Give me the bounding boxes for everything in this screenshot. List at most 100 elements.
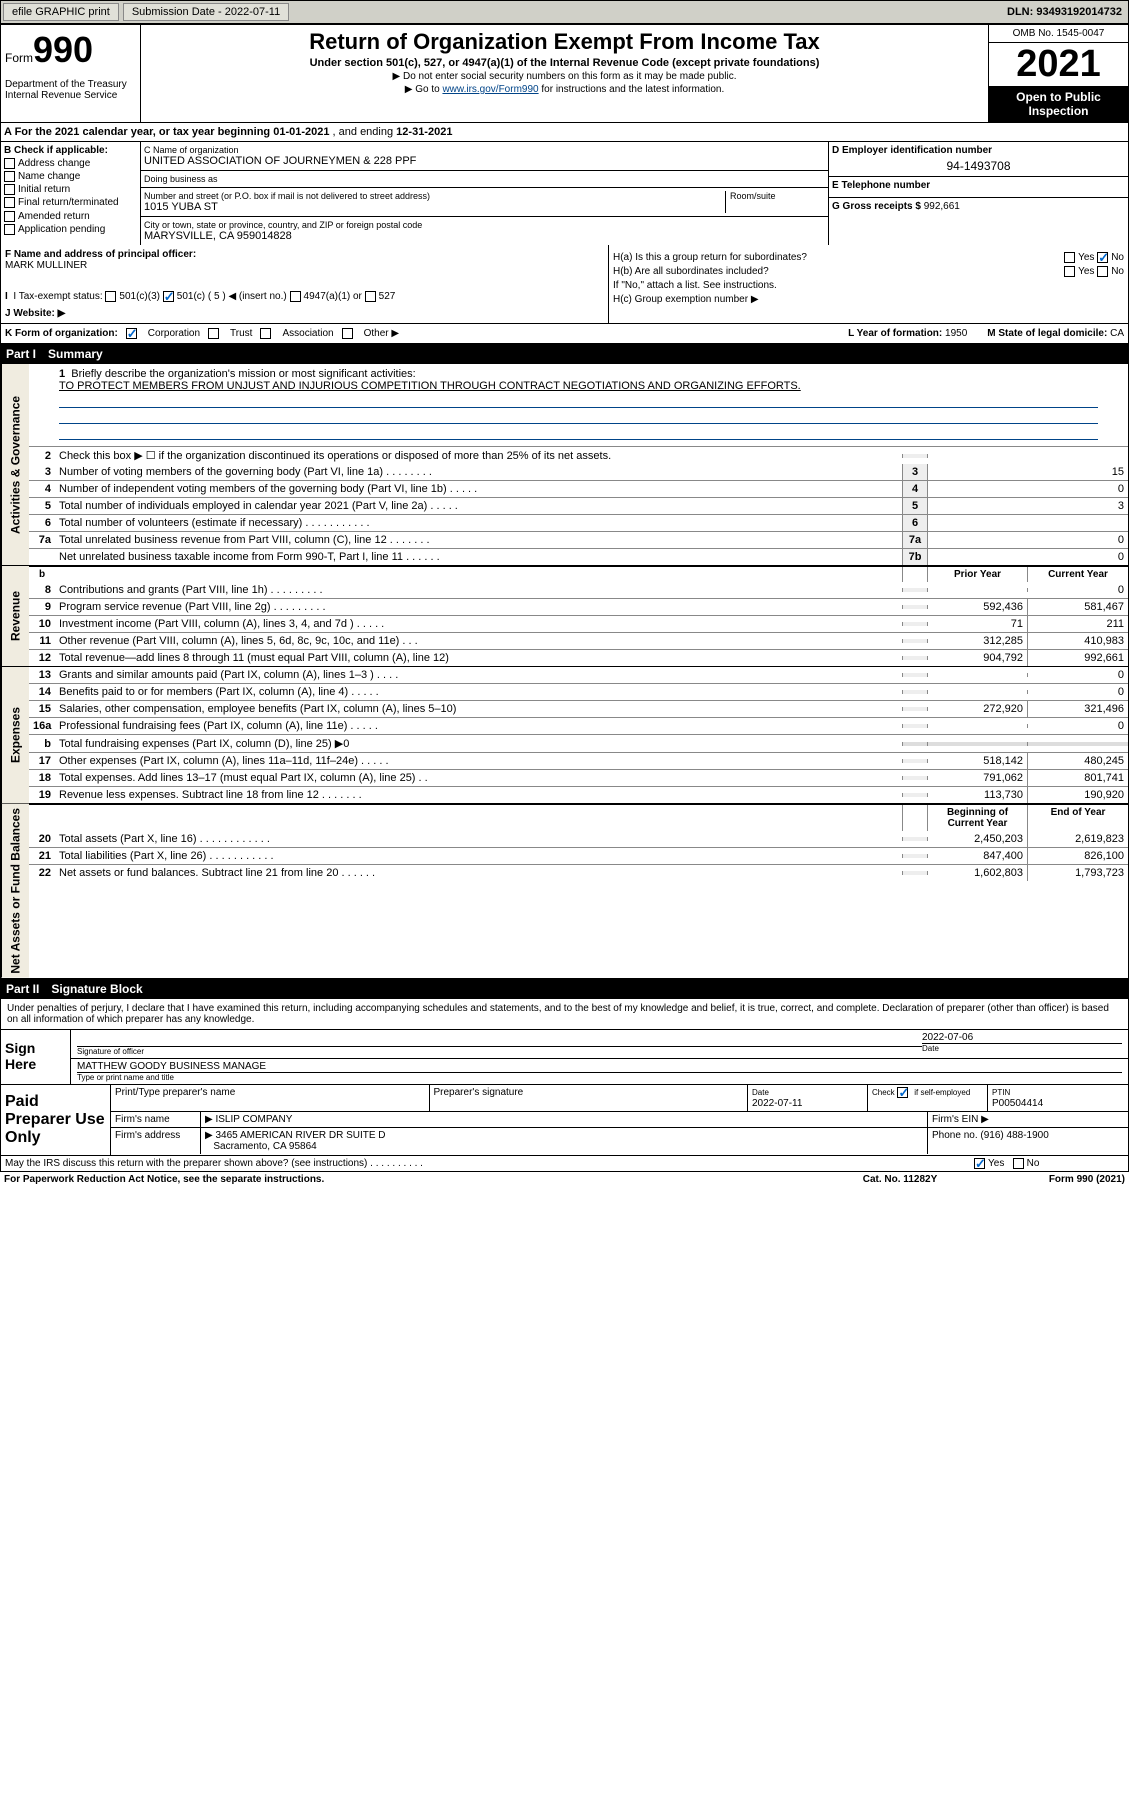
k-trust[interactable] bbox=[208, 328, 219, 339]
vtab-revenue: Revenue bbox=[1, 566, 29, 666]
row-klm: K Form of organization: Corporation Trus… bbox=[0, 324, 1129, 344]
open-to-public: Open to Public Inspection bbox=[989, 86, 1128, 122]
block-bcde: B Check if applicable: Address change Na… bbox=[0, 142, 1129, 245]
chk-final-return[interactable]: Final return/terminated bbox=[4, 197, 137, 208]
col-header: b Prior Year Current Year bbox=[29, 566, 1128, 582]
form-header: Form990 Department of the Treasury Inter… bbox=[0, 24, 1129, 123]
sig-name-lbl: Type or print name and title bbox=[77, 1072, 1122, 1082]
line-9: 9Program service revenue (Part VIII, lin… bbox=[29, 598, 1128, 615]
irs-link[interactable]: www.irs.gov/Form990 bbox=[442, 84, 538, 95]
ha-yes[interactable] bbox=[1064, 252, 1075, 263]
sign-here: Sign Here Signature of officer 2022-07-0… bbox=[0, 1030, 1129, 1085]
omb: OMB No. 1545-0047 bbox=[989, 25, 1128, 43]
city-lbl: City or town, state or province, country… bbox=[144, 220, 825, 230]
prep-date: 2022-07-11 bbox=[752, 1098, 802, 1109]
dln: DLN: 93493192014732 bbox=[1007, 6, 1126, 18]
ha-no[interactable] bbox=[1097, 252, 1108, 263]
header-right: OMB No. 1545-0047 2021 Open to Public In… bbox=[988, 25, 1128, 122]
mission-block: 1 Briefly describe the organization's mi… bbox=[29, 364, 1128, 446]
officer-name: MARK MULLINER bbox=[5, 260, 87, 271]
line-2: 2 Check this box ▶ ☐ if the organization… bbox=[29, 446, 1128, 464]
footer: For Paperwork Reduction Act Notice, see … bbox=[0, 1172, 1129, 1187]
line-14: 14Benefits paid to or for members (Part … bbox=[29, 683, 1128, 700]
line-5: 5Total number of individuals employed in… bbox=[29, 497, 1128, 514]
line-21: 21Total liabilities (Part X, line 26) . … bbox=[29, 847, 1128, 864]
sig-name: MATTHEW GOODY BUSINESS MANAGE bbox=[77, 1061, 1122, 1072]
line-b: bTotal fundraising expenses (Part IX, co… bbox=[29, 734, 1128, 752]
mission-text: TO PROTECT MEMBERS FROM UNJUST AND INJUR… bbox=[59, 380, 801, 392]
line-19: 19Revenue less expenses. Subtract line 1… bbox=[29, 786, 1128, 803]
k-corp[interactable] bbox=[126, 328, 137, 339]
prep-row1: Print/Type preparer's name Preparer's si… bbox=[111, 1085, 1128, 1112]
sign-here-label: Sign Here bbox=[1, 1030, 71, 1084]
dba-lbl: Doing business as bbox=[144, 174, 825, 184]
net-assets-section: Net Assets or Fund Balances Beginning of… bbox=[0, 804, 1129, 979]
street: 1015 YUBA ST bbox=[144, 201, 725, 213]
chk-address-change[interactable]: Address change bbox=[4, 158, 137, 169]
form-number-block: Form990 Department of the Treasury Inter… bbox=[1, 25, 141, 122]
chk-501c3[interactable] bbox=[105, 291, 116, 302]
return-title: Return of Organization Exempt From Incom… bbox=[149, 29, 980, 55]
firm-name: ISLIP COMPANY bbox=[215, 1114, 292, 1125]
chk-amended[interactable]: Amended return bbox=[4, 211, 137, 222]
submission-date: Submission Date - 2022-07-11 bbox=[123, 3, 289, 21]
chk-self-employed[interactable] bbox=[897, 1087, 908, 1098]
line-7a: 7aTotal unrelated business revenue from … bbox=[29, 531, 1128, 548]
prep-label: Paid Preparer Use Only bbox=[1, 1085, 111, 1155]
governance-section: Activities & Governance 1 Briefly descri… bbox=[0, 364, 1129, 566]
ein-lbl: D Employer identification number bbox=[832, 145, 992, 156]
chk-name-change[interactable]: Name change bbox=[4, 171, 137, 182]
chk-4947[interactable] bbox=[290, 291, 301, 302]
form-footer: Form 990 (2021) bbox=[975, 1174, 1125, 1185]
firm-ein-lbl: Firm's EIN ▶ bbox=[928, 1112, 1128, 1127]
box-c: C Name of organization UNITED ASSOCIATIO… bbox=[141, 142, 828, 245]
line-22: 22Net assets or fund balances. Subtract … bbox=[29, 864, 1128, 881]
form-word: Form bbox=[5, 51, 33, 65]
line-18: 18Total expenses. Add lines 13–17 (must … bbox=[29, 769, 1128, 786]
org-name: UNITED ASSOCIATION OF JOURNEYMEN & 228 P… bbox=[144, 155, 825, 167]
cat-no: Cat. No. 11282Y bbox=[825, 1174, 975, 1185]
note-ssn: ▶ Do not enter social security numbers o… bbox=[149, 71, 980, 82]
hb-yes[interactable] bbox=[1064, 266, 1075, 277]
part1-header: Part I Summary bbox=[0, 344, 1129, 364]
firm-addr1: 3465 AMERICAN RIVER DR SUITE D bbox=[215, 1130, 385, 1141]
dept: Department of the Treasury Internal Reve… bbox=[5, 79, 136, 101]
chk-527[interactable] bbox=[365, 291, 376, 302]
chk-initial-return[interactable]: Initial return bbox=[4, 184, 137, 195]
ein: 94-1493708 bbox=[832, 159, 1125, 173]
line-16a: 16aProfessional fundraising fees (Part I… bbox=[29, 717, 1128, 734]
return-subtitle: Under section 501(c), 527, or 4947(a)(1)… bbox=[149, 57, 980, 69]
top-bar: efile GRAPHIC print Submission Date - 20… bbox=[0, 0, 1129, 24]
vtab-expenses: Expenses bbox=[1, 667, 29, 803]
sig-date-lbl: Date bbox=[922, 1043, 1122, 1053]
submission-value: 2022-07-11 bbox=[225, 6, 280, 18]
note-link: ▶ Go to www.irs.gov/Form990 for instruct… bbox=[149, 84, 980, 95]
tax-period: A For the 2021 calendar year, or tax yea… bbox=[0, 123, 1129, 142]
k-assoc[interactable] bbox=[260, 328, 271, 339]
org-name-lbl: C Name of organization bbox=[144, 145, 825, 155]
sig-date: 2022-07-06 bbox=[922, 1032, 1122, 1043]
sig-officer-lbl: Signature of officer bbox=[77, 1046, 922, 1056]
k-other[interactable] bbox=[342, 328, 353, 339]
phone-lbl: E Telephone number bbox=[832, 180, 930, 191]
discuss-no[interactable] bbox=[1013, 1158, 1024, 1169]
room-lbl: Room/suite bbox=[730, 191, 825, 201]
discuss-yes[interactable] bbox=[974, 1158, 985, 1169]
hb-no[interactable] bbox=[1097, 266, 1108, 277]
blank-line bbox=[59, 394, 1098, 408]
declaration: Under penalties of perjury, I declare th… bbox=[0, 999, 1129, 1030]
block-fh: F Name and address of principal officer:… bbox=[0, 245, 1129, 324]
boy-hdr: Beginning of Current Year bbox=[928, 805, 1028, 831]
year-formation: 1950 bbox=[945, 328, 967, 339]
blank-line bbox=[59, 426, 1098, 440]
line-13: 13Grants and similar amounts paid (Part … bbox=[29, 667, 1128, 683]
line-10: 10Investment income (Part VIII, column (… bbox=[29, 615, 1128, 632]
box-b: B Check if applicable: Address change Na… bbox=[1, 142, 141, 245]
line-17: 17Other expenses (Part IX, column (A), l… bbox=[29, 752, 1128, 769]
blank-line bbox=[59, 410, 1098, 424]
line-3: 3Number of voting members of the governi… bbox=[29, 464, 1128, 480]
chk-501c[interactable] bbox=[163, 291, 174, 302]
chk-app-pending[interactable]: Application pending bbox=[4, 224, 137, 235]
gross-lbl: G Gross receipts $ bbox=[832, 201, 921, 212]
expenses-section: Expenses 13Grants and similar amounts pa… bbox=[0, 667, 1129, 804]
